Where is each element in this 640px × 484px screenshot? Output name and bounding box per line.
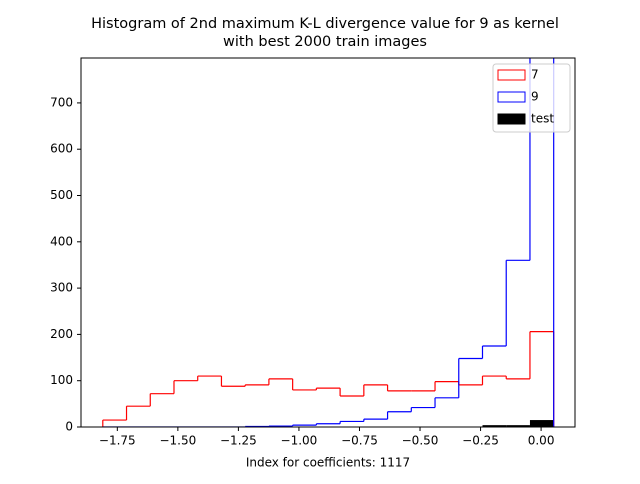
x-tick-label: −0.25	[462, 434, 499, 448]
y-tick-label: 100	[50, 373, 73, 387]
chart-title: Histogram of 2nd maximum K-L divergence …	[91, 16, 559, 50]
y-tick-label: 600	[50, 142, 73, 156]
bar	[529, 420, 554, 427]
y-tick-label: 500	[50, 188, 73, 202]
legend-swatch	[497, 91, 526, 103]
x-tick-label: 0.00	[528, 434, 555, 448]
y-tick-label: 0	[65, 420, 73, 434]
x-tick-label: −1.50	[159, 434, 196, 448]
bar	[482, 425, 507, 427]
x-tick-label: −0.75	[341, 434, 378, 448]
y-tick-label: 400	[50, 234, 73, 248]
x-tick-label: −0.50	[402, 434, 439, 448]
legend-label: 7	[531, 68, 539, 82]
legend-swatch	[497, 113, 526, 125]
x-tick-label: −1.00	[281, 434, 318, 448]
x-axis-label: Index for coefficients: 1117	[246, 456, 410, 470]
bar	[506, 425, 530, 427]
x-tick-label: −1.75	[99, 434, 136, 448]
legend-swatch	[497, 69, 526, 81]
plot-area	[102, 58, 555, 427]
x-tick-label: −1.25	[220, 434, 257, 448]
y-tick-label: 300	[50, 281, 73, 295]
legend: 7 9 test	[492, 63, 571, 133]
y-tick-label: 200	[50, 327, 73, 341]
legend-label: 9	[531, 90, 539, 104]
legend-label: test	[531, 112, 554, 126]
axes-frame	[80, 57, 576, 428]
y-tick-label: 700	[50, 95, 73, 109]
